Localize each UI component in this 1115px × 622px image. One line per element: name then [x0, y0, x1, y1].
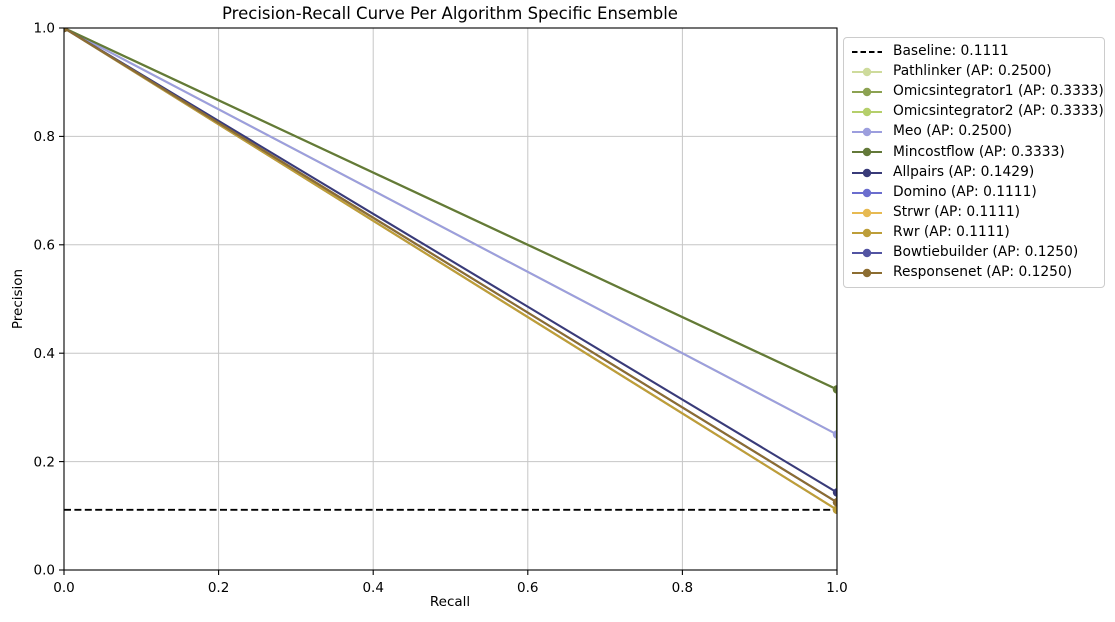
series-marker-allpairs: [832, 488, 837, 497]
y-tick-label: 0.2: [34, 454, 55, 470]
x-axis-label: Recall: [430, 594, 470, 610]
legend-item-omicsintegrator1: Omicsintegrator1 (AP: 0.3333): [851, 82, 1104, 102]
series-line-mincostflow: [64, 28, 837, 511]
legend-swatch-responsenet: [852, 268, 882, 278]
x-tick-label: 0.8: [672, 580, 693, 596]
legend-label-baseline: Baseline: 0.1111: [893, 43, 1009, 60]
x-tick-label: 1.0: [826, 580, 847, 596]
legend-swatch-meo: [852, 128, 882, 137]
legend-label-omicsintegrator1: Omicsintegrator1 (AP: 0.3333): [893, 83, 1104, 100]
legend-item-responsenet: Responsenet (AP: 0.1250): [851, 263, 1097, 283]
legend-item-strwr: Strwr (AP: 0.1111): [851, 203, 1097, 223]
y-tick-label: 0.0: [34, 563, 55, 579]
legend-item-baseline: Baseline: 0.1111: [851, 42, 1097, 62]
x-tick-label: 0.4: [362, 580, 383, 596]
chart-title: Precision-Recall Curve Per Algorithm Spe…: [222, 4, 678, 23]
data-layer: [64, 28, 837, 514]
legend-swatch-rwr: [852, 228, 882, 237]
series-line-meo: [64, 28, 837, 436]
legend-swatch-baseline: [852, 50, 882, 54]
grid-layer: [63, 27, 838, 571]
legend-label-strwr: Strwr (AP: 0.1111): [893, 203, 1021, 220]
legend-label-bowtiebuilder: Bowtiebuilder (AP: 0.1250): [893, 243, 1079, 260]
series-line-rwr: [64, 28, 837, 511]
legend-swatch-allpairs: [852, 168, 882, 177]
legend-label-allpairs: Allpairs (AP: 0.1429): [893, 163, 1035, 180]
legend-label-mincostflow: Mincostflow (AP: 0.3333): [893, 143, 1065, 160]
legend-item-meo: Meo (AP: 0.2500): [851, 122, 1097, 142]
legend-swatch-domino: [852, 188, 882, 197]
legend-swatch-mincostflow: [852, 148, 882, 157]
series-line-allpairs: [64, 28, 837, 494]
tick-layer: 0.0 0.2 0.4 0.6 0.8 1.0 0.0 0.2 0.4 0.6 0.8 1.0: [34, 21, 848, 596]
legend-item-mincostflow: Mincostflow (AP: 0.3333): [851, 142, 1097, 162]
y-tick-label: 0.8: [34, 129, 55, 145]
legend-swatch-pathlinker: [852, 67, 882, 77]
legend-item-pathlinker: Pathlinker (AP: 0.2500): [851, 62, 1097, 82]
legend-item-omicsintegrator2: Omicsintegrator2 (AP: 0.3333): [851, 102, 1104, 122]
legend-item-bowtiebuilder: Bowtiebuilder (AP: 0.1250): [851, 243, 1097, 263]
legend-item-rwr: Rwr (AP: 0.1111): [851, 223, 1097, 243]
legend-box: Baseline: 0.1111 Pathlinker (AP: 0.2500) O…: [843, 37, 1105, 288]
legend-label-domino: Domino (AP: 0.1111): [893, 183, 1037, 200]
legend-label-responsenet: Responsenet (AP: 0.1250): [893, 264, 1073, 280]
y-tick-label: 1.0: [34, 21, 55, 37]
legend-item-allpairs: Allpairs (AP: 0.1429): [851, 162, 1097, 182]
legend-swatch-omicsintegrator1: [852, 87, 882, 97]
plot-border: [63, 27, 838, 571]
x-tick-label: 0.6: [517, 580, 538, 596]
series-marker-responsenet: [832, 498, 837, 507]
legend-swatch-strwr: [852, 208, 882, 217]
legend-label-omicsintegrator2: Omicsintegrator2 (AP: 0.3333): [893, 103, 1104, 120]
legend-label-meo: Meo (AP: 0.2500): [893, 123, 1013, 140]
series-marker-rwr: [832, 505, 837, 514]
y-tick-label: 0.6: [34, 238, 55, 254]
legend-item-domino: Domino (AP: 0.1111): [851, 183, 1097, 203]
y-tick-label: 0.4: [34, 346, 55, 362]
legend-swatch-omicsintegrator2: [852, 108, 882, 117]
legend-swatch-bowtiebuilder: [852, 248, 882, 258]
series-line-responsenet: [64, 28, 837, 504]
y-axis-label: Precision: [10, 269, 26, 329]
legend-label-rwr: Rwr (AP: 0.1111): [893, 223, 1010, 240]
x-tick-label: 0.0: [53, 580, 74, 596]
series-marker-mincostflow: [832, 385, 837, 394]
series-marker-responsenet: [64, 28, 69, 33]
legend-label-pathlinker: Pathlinker (AP: 0.2500): [893, 63, 1052, 80]
x-tick-label: 0.2: [208, 580, 229, 596]
